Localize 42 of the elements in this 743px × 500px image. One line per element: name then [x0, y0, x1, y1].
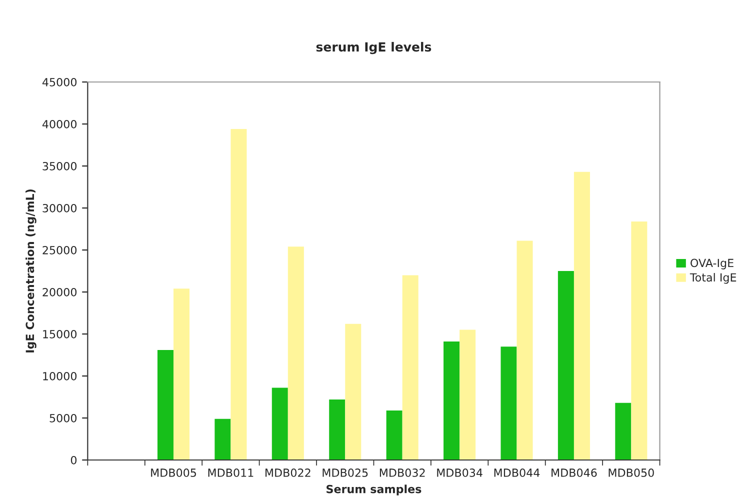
bar: [173, 288, 190, 460]
legend-label: Total IgE: [690, 273, 736, 284]
x-tick-label: MDB005: [151, 468, 196, 477]
x-tick-label: MDB034: [437, 468, 482, 477]
bar: [444, 342, 460, 460]
bar: [230, 129, 247, 460]
bar: [516, 240, 533, 460]
x-tick-label: MDB050: [608, 468, 654, 477]
bar: [288, 246, 304, 460]
x-axis-title: Serum samples: [326, 484, 422, 496]
x-tick-label: MDB011: [208, 468, 254, 477]
bar: [558, 271, 574, 460]
y-tick-label: 20000: [42, 288, 77, 296]
x-tick-label: MDB025: [322, 468, 368, 477]
y-tick-label: 25000: [42, 246, 77, 254]
y-tick-label: 40000: [42, 120, 77, 128]
bar: [402, 275, 418, 460]
y-tick-label: 15000: [43, 330, 77, 338]
bar: [329, 400, 346, 460]
bar: [157, 350, 174, 460]
x-tick-label: MDB032: [380, 468, 425, 477]
bar: [345, 324, 362, 460]
bar: [615, 402, 632, 460]
bar: [631, 221, 648, 460]
y-tick-label: 0: [70, 456, 77, 464]
y-tick-label: 10000: [43, 372, 77, 380]
legend-label: OVA-IgE: [690, 258, 734, 270]
bar: [574, 172, 590, 460]
y-tick-label: 35000: [42, 162, 77, 170]
chart-title: serum IgE levels: [316, 42, 432, 54]
bar: [386, 410, 402, 460]
bar: [272, 388, 288, 460]
y-tick-label: 30000: [42, 204, 77, 212]
bar: [214, 418, 231, 460]
x-tick-label: MDB044: [494, 468, 540, 477]
bar: [460, 330, 476, 460]
y-tick-label: 5000: [50, 414, 77, 422]
x-tick-label: MDB046: [552, 468, 597, 477]
y-tick-label: 45000: [42, 78, 77, 86]
bar: [500, 346, 517, 460]
y-axis-title: IgE Concentration (ng/mL): [26, 190, 36, 352]
x-tick-label: MDB022: [266, 468, 310, 477]
